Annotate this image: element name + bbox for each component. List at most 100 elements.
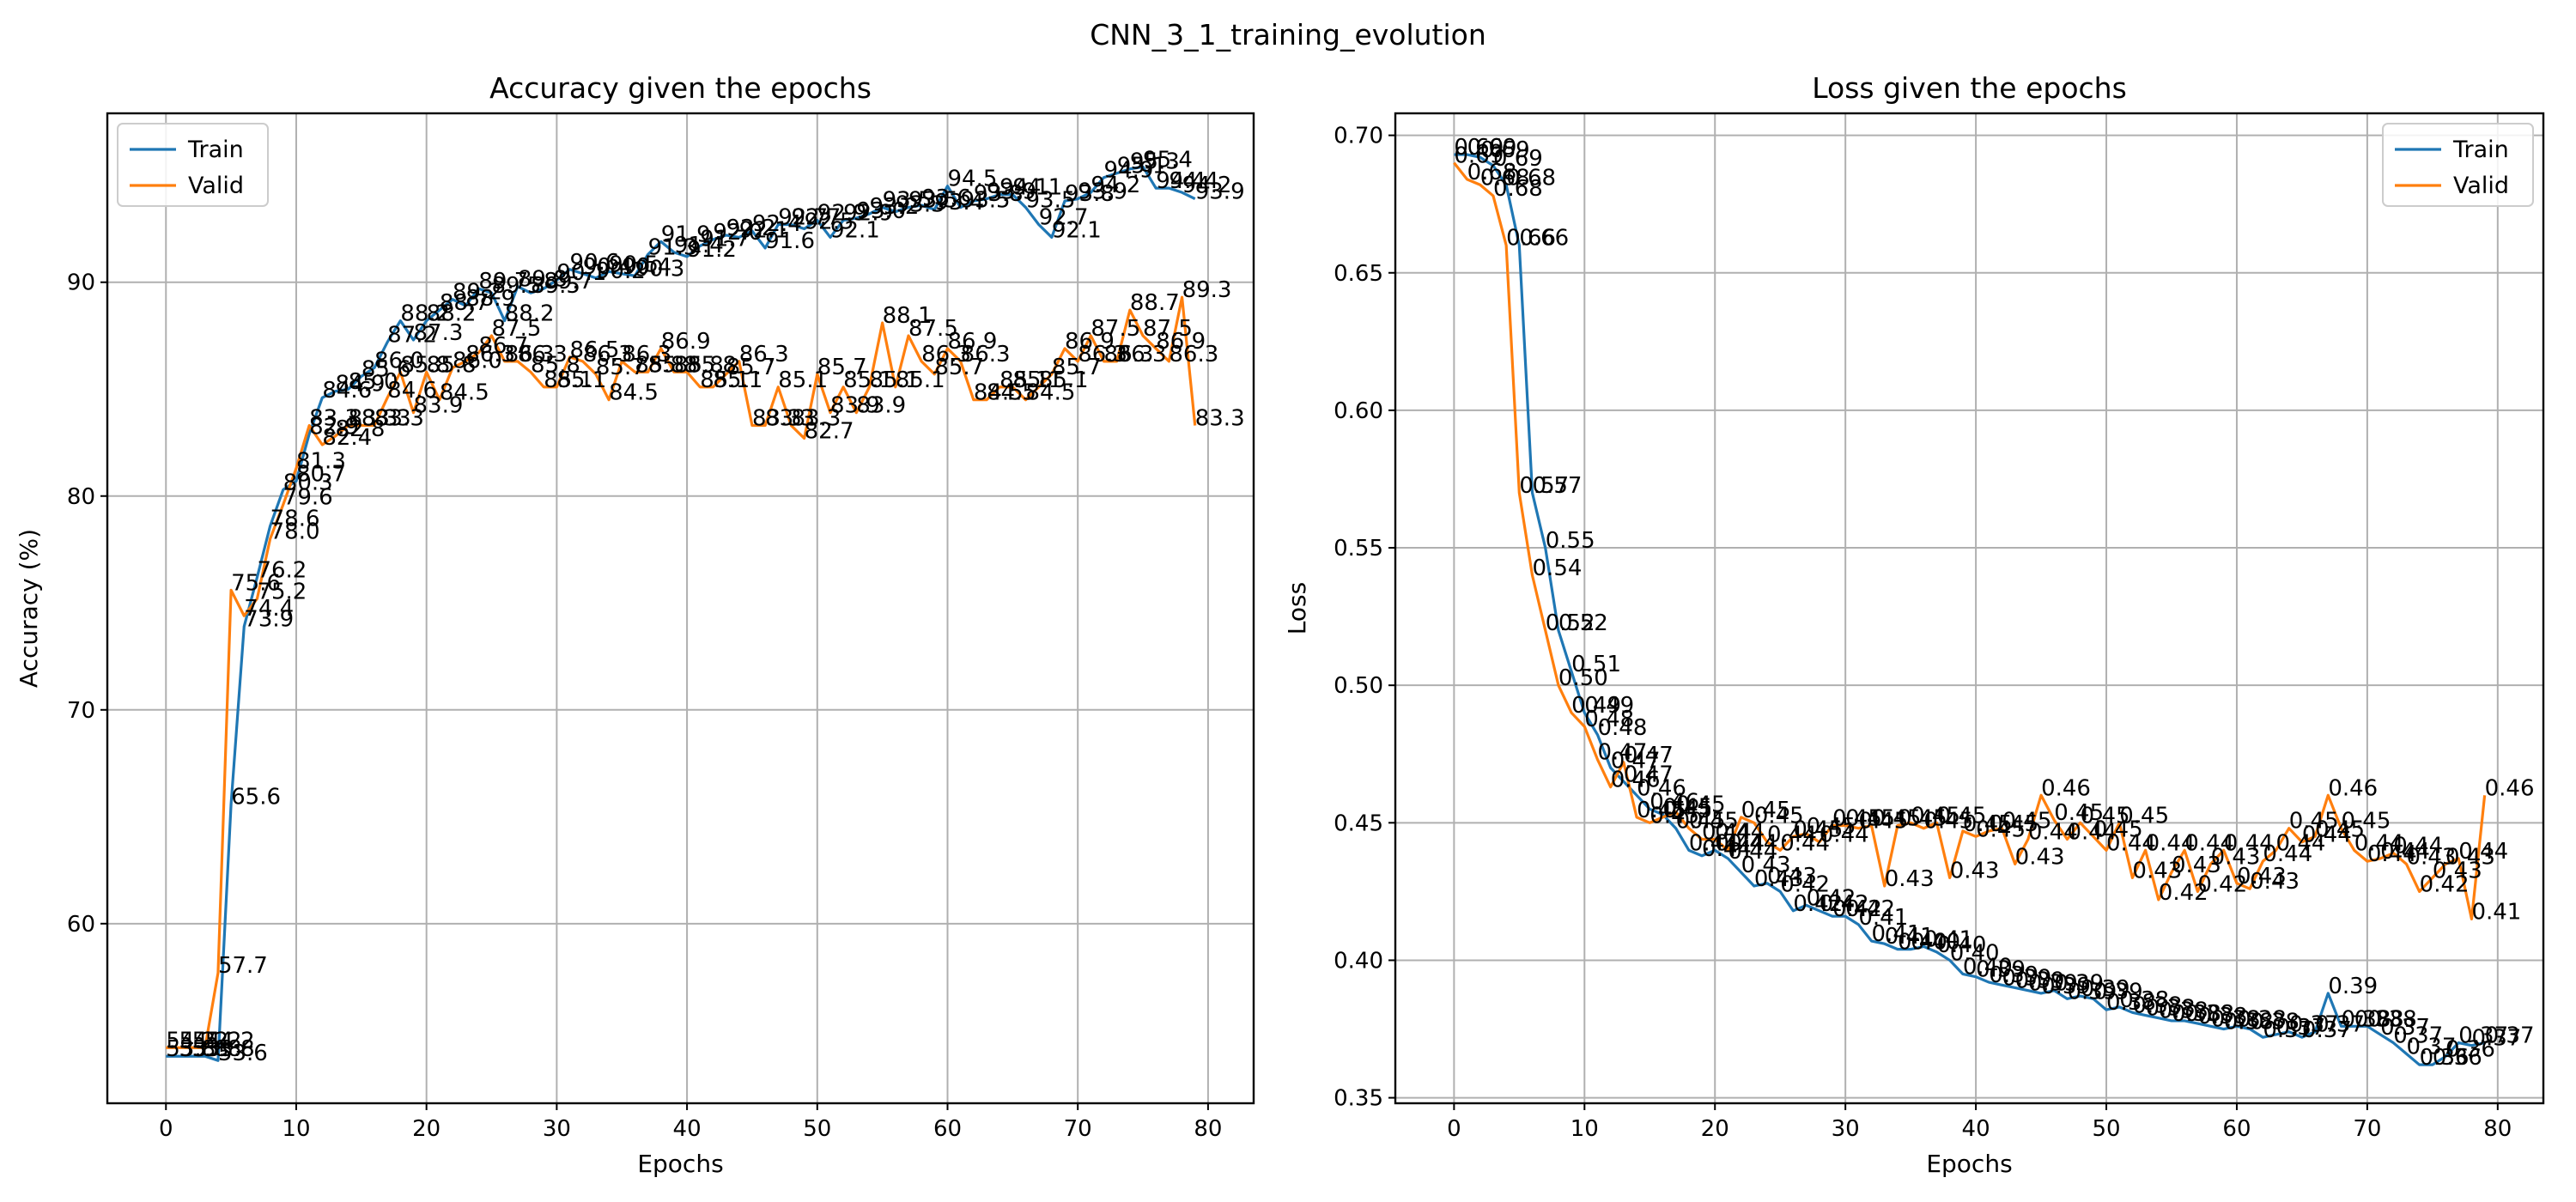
acc-train-data-label: 84.6 xyxy=(322,378,372,404)
loss-y-axis-label: Loss xyxy=(1283,582,1311,634)
acc-valid-data-label: 85.8 xyxy=(635,352,684,378)
acc-train-data-label: 87.2 xyxy=(387,322,437,348)
acc-train-data-label: 89.5 xyxy=(531,273,580,299)
acc-valid-data-label: 82.4 xyxy=(322,425,372,451)
acc-train-data-label: 88.2 xyxy=(427,301,477,327)
loss-train-data-label: 0.37 xyxy=(2458,1023,2508,1049)
loss-valid-data-label: 0.57 xyxy=(1519,473,1569,499)
acc-valid-data-label: 87.5 xyxy=(492,316,542,342)
acc-train-data-label: 78.6 xyxy=(270,507,320,532)
acc-train-data-label: 93.9 xyxy=(1078,179,1127,205)
loss-valid-data-label: 0.45 xyxy=(1911,803,1960,829)
acc-train-data-label: 90.4 xyxy=(622,254,671,280)
loss-valid-data-label: 0.44 xyxy=(2184,830,2234,856)
loss-train-data-label: 0.39 xyxy=(2054,971,2104,997)
loss-valid-data-label: 0.45 xyxy=(1689,809,1739,835)
acc-x-tick-label: 50 xyxy=(803,1116,831,1142)
loss-valid-data-label: 0.43 xyxy=(2211,844,2261,870)
loss-train-data-label: 0.44 xyxy=(1702,836,1752,862)
loss-train-data-label: 0.42 xyxy=(1780,871,1830,897)
acc-valid-data-label: 86.3 xyxy=(505,342,555,367)
acc-y-tick-label: 80 xyxy=(67,484,95,510)
acc-legend: Train Valid xyxy=(117,123,269,207)
loss-valid-data-label: 0.45 xyxy=(1676,792,1726,818)
acc-train-data-label: 92.4 xyxy=(752,211,802,237)
acc-valid-data-label: 83.3 xyxy=(765,406,815,432)
loss-train-data-label: 0.37 xyxy=(2485,1023,2535,1049)
acc-train-data-label: 95.1 xyxy=(1117,154,1167,179)
loss-train-data-label: 0.47 xyxy=(1624,762,1674,787)
acc-train-data-label: 94.1 xyxy=(1012,175,1062,201)
acc-train-data-label: 92.1 xyxy=(1052,217,1102,243)
acc-valid-data-label: 85.7 xyxy=(817,355,867,380)
loss-train-data-label: 0.39 xyxy=(2328,974,2378,999)
loss-train-data-label: 0.40 xyxy=(1898,930,1947,956)
loss-train-data-label: 0.39 xyxy=(2067,979,2117,1005)
acc-train-data-label: 92.2 xyxy=(726,216,776,241)
loss-train-data-label: 0.39 xyxy=(1976,957,2026,983)
loss-train-data-label: 0.41 xyxy=(1858,905,1908,931)
acc-valid-data-label: 84.5 xyxy=(987,380,1036,406)
acc-valid-data-label: 57.7 xyxy=(218,953,268,979)
acc-train-data-label: 91.6 xyxy=(765,228,815,254)
acc-train-data-label: 90.6 xyxy=(570,250,620,276)
loss-train-data-label: 0.41 xyxy=(1872,921,1922,947)
loss-valid-data-label: 0.43 xyxy=(2015,844,2065,870)
loss-x-tick-label: 0 xyxy=(1447,1116,1461,1142)
loss-valid-data-label: 0.45 xyxy=(2315,817,2365,842)
loss-train-data-label: 0.39 xyxy=(2002,965,2051,991)
acc-valid-data-label: 84.5 xyxy=(440,380,489,406)
acc-train-data-label: 94.1 xyxy=(999,175,1049,201)
acc-train-data-label: 88.7 xyxy=(440,290,489,316)
loss-valid-data-label: 0.45 xyxy=(1937,803,1987,829)
acc-train-data-label: 94.4 xyxy=(1169,168,1218,194)
loss-chart-title: Loss given the epochs xyxy=(1812,71,2127,105)
acc-x-tick-label: 20 xyxy=(412,1116,440,1142)
loss-valid-data-label: 0.47 xyxy=(1597,740,1647,766)
loss-train-data-label: 0.48 xyxy=(1597,715,1647,741)
loss-valid-data-label: 0.44 xyxy=(2028,820,2078,846)
loss-valid-data-label: 0.45 xyxy=(1754,803,1804,829)
acc-train-data-label: 91.9 xyxy=(661,222,711,247)
acc-valid-data-label: 86.3 xyxy=(739,342,789,367)
acc-valid-data-label: 83.9 xyxy=(414,393,464,419)
acc-valid-data-label: 84.5 xyxy=(974,380,1024,406)
acc-train-data-label: 91.4 xyxy=(674,233,724,258)
acc-train-data-label: 76.2 xyxy=(257,557,307,583)
loss-x-axis-label: Epochs xyxy=(1926,1150,2012,1178)
loss-train-data-label: 0.38 xyxy=(2159,999,2208,1024)
loss-valid-data-label: 0.44 xyxy=(2067,820,2117,846)
loss-train-data-label: 0.40 xyxy=(1963,954,2013,980)
loss-valid-data-label: 0.44 xyxy=(2263,841,2312,867)
acc-x-tick-label: 0 xyxy=(159,1116,173,1142)
loss-valid-data-label: 0.44 xyxy=(2146,830,2196,856)
loss-valid-data-label: 0.49 xyxy=(1571,693,1621,719)
acc-valid-data-label: 83.3 xyxy=(349,406,398,432)
acc-valid-data-label: 86.3 xyxy=(961,342,1011,367)
loss-train-data-label: 0.37 xyxy=(2393,1023,2443,1049)
acc-valid-data-label: 87.5 xyxy=(1143,316,1193,342)
loss-train-data-label: 0.37 xyxy=(2406,1034,2456,1059)
acc-valid-data-label: 81.3 xyxy=(296,448,346,474)
loss-y-tick-label: 0.45 xyxy=(1334,810,1383,836)
acc-train-data-label: 86.0 xyxy=(374,348,424,373)
acc-x-tick-label: 10 xyxy=(282,1116,310,1142)
loss-train-data-label: 0.42 xyxy=(1807,885,1856,911)
loss-train-data-label: 0.51 xyxy=(1571,652,1621,677)
acc-train-data-label: 91.2 xyxy=(687,237,737,263)
acc-legend-label-train: Train xyxy=(187,137,244,163)
loss-valid-data-label: 0.45 xyxy=(1976,817,2026,842)
acc-valid-data-label: 78.0 xyxy=(270,519,320,545)
acc-train-data-label: 53.8 xyxy=(166,1036,216,1062)
loss-x-tick-label: 10 xyxy=(1571,1116,1599,1142)
acc-train-data-label: 93.8 xyxy=(974,181,1024,207)
acc-plot-frame xyxy=(106,112,1255,1105)
acc-valid-data-label: 87.5 xyxy=(908,316,958,342)
acc-train-data-label: 53.8 xyxy=(179,1036,228,1062)
loss-valid-data-label: 0.45 xyxy=(1963,811,2013,837)
acc-valid-data-label: 86.5 xyxy=(570,337,620,363)
loss-train-data-label: 0.69 xyxy=(1493,146,1543,172)
loss-valid-data-label: 0.43 xyxy=(2250,869,2300,895)
acc-train-data-label: 92.0 xyxy=(713,220,762,246)
